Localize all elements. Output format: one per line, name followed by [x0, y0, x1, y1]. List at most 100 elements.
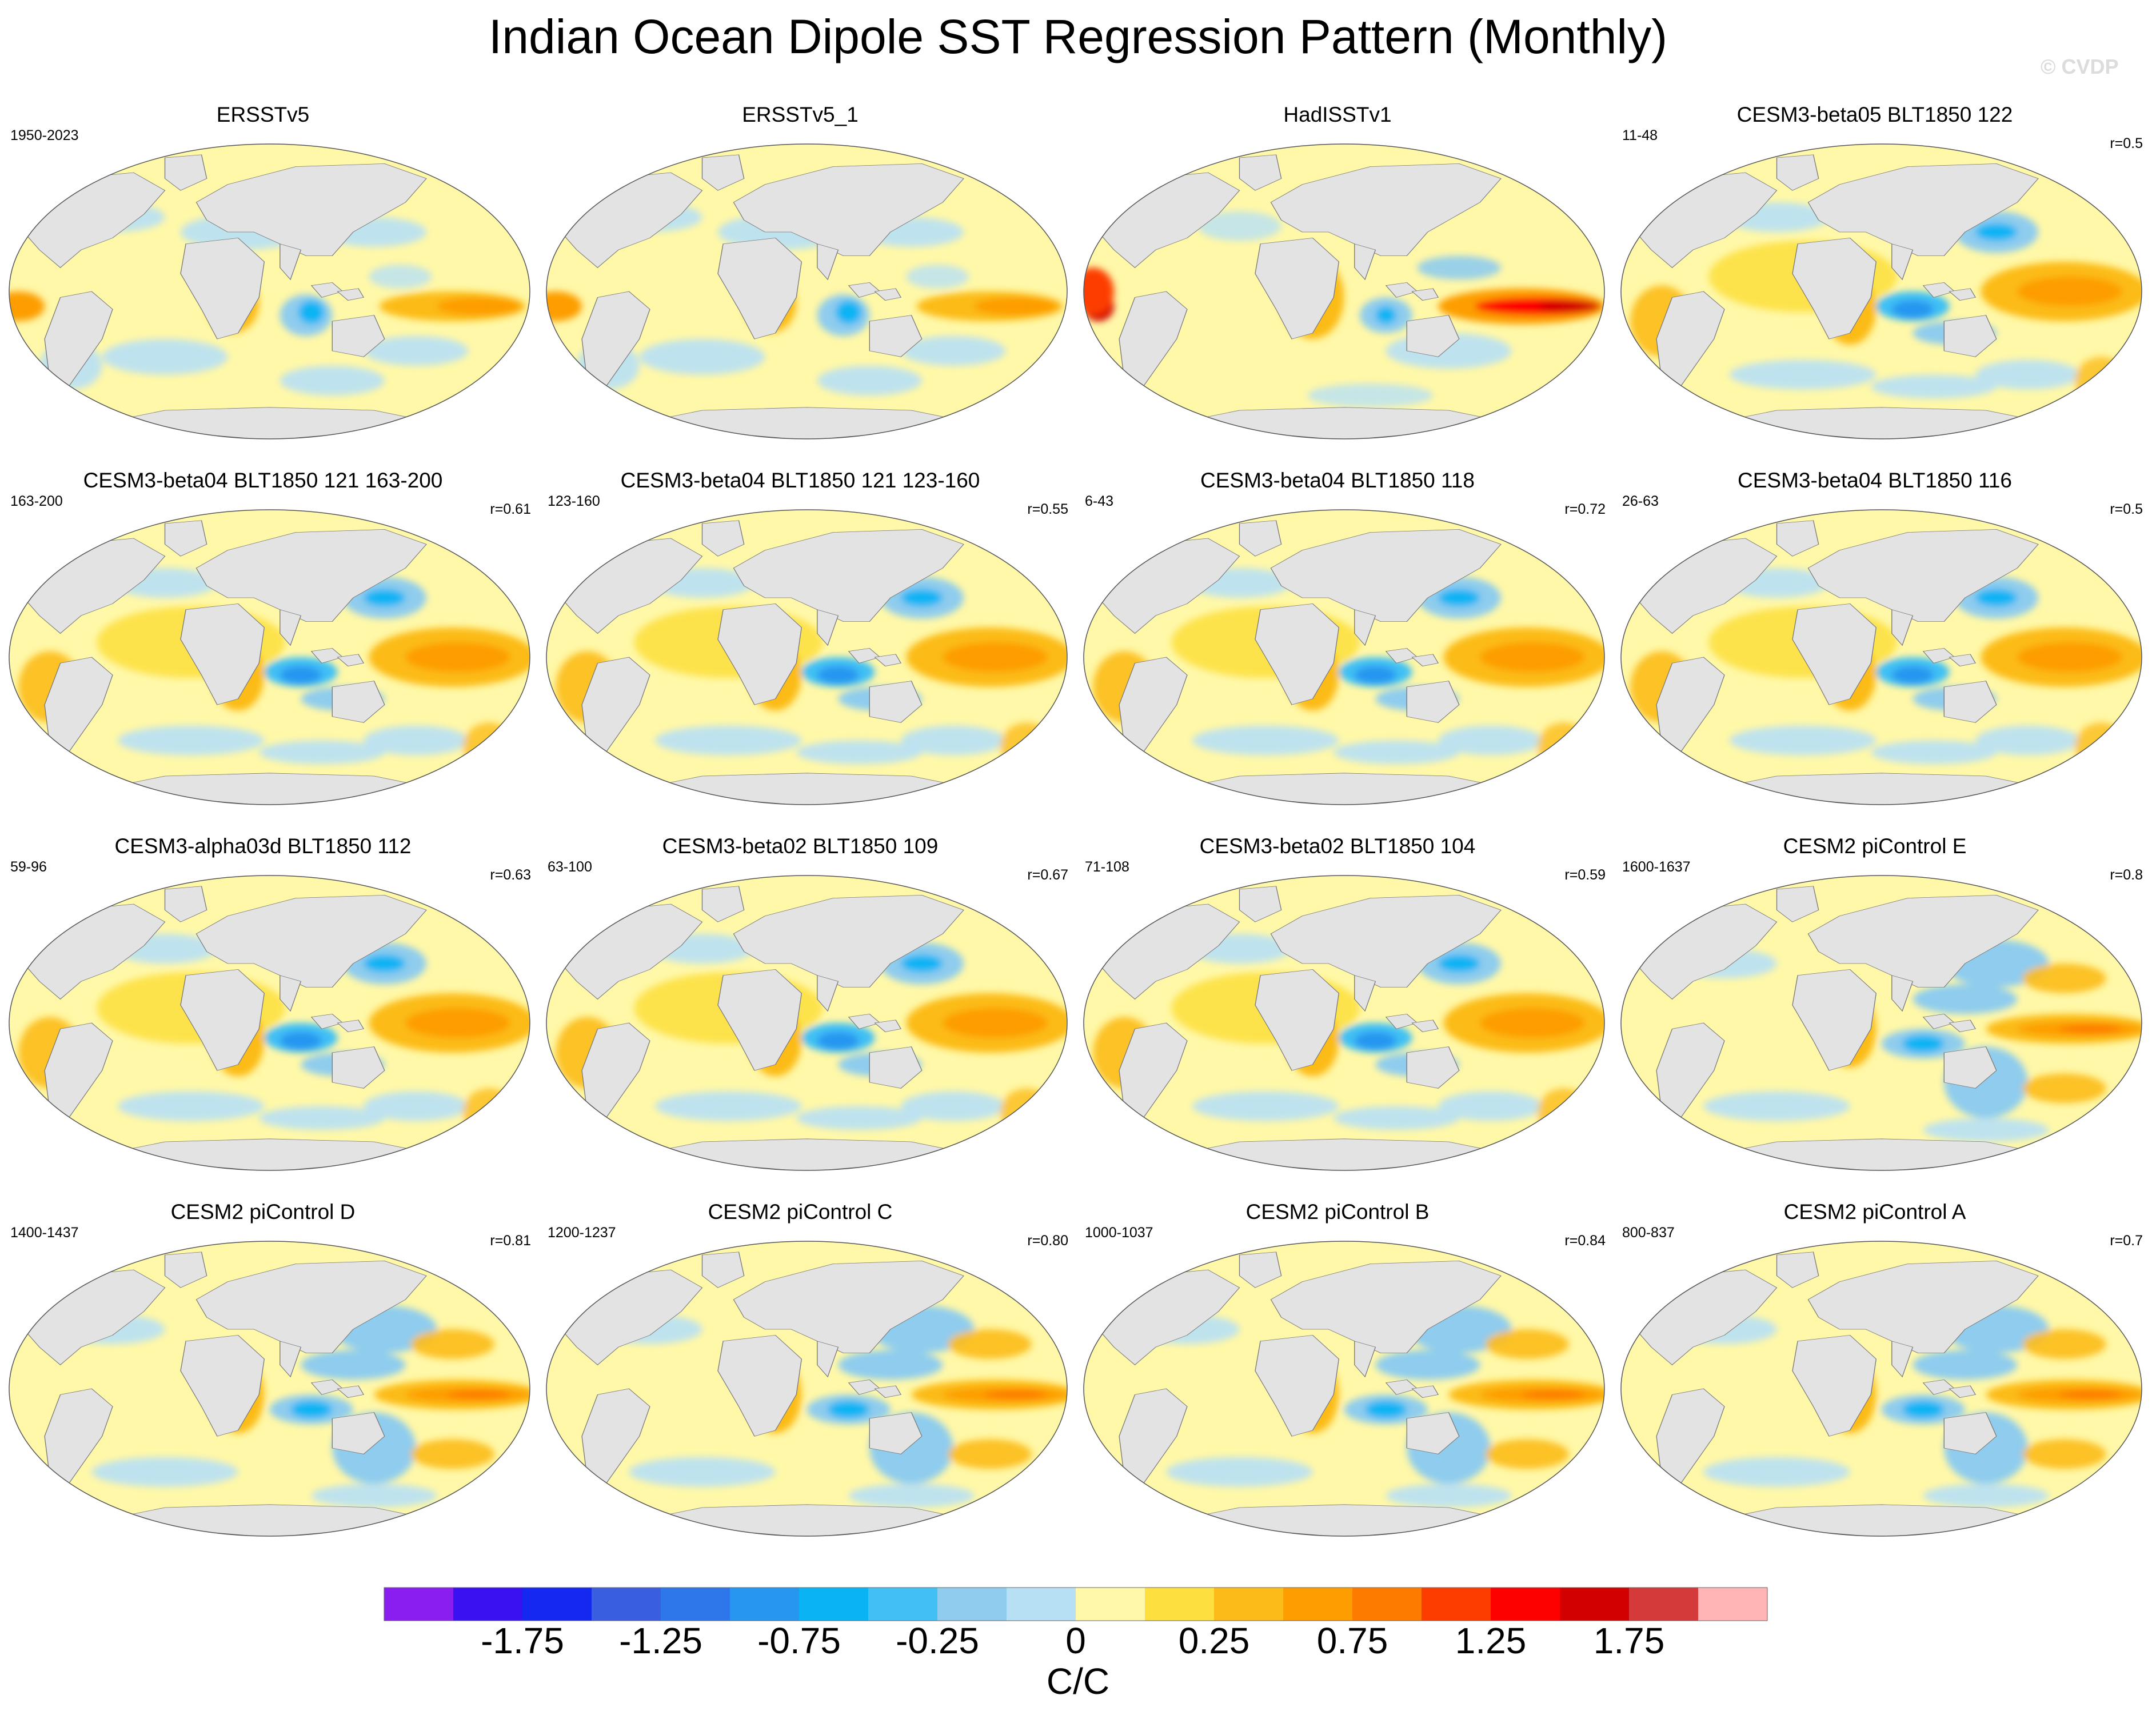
land-mass — [164, 1252, 207, 1288]
map-outline — [546, 509, 1068, 805]
map-outline — [546, 1241, 1068, 1537]
sst-anomaly-region — [1000, 722, 1053, 770]
land-mass — [1656, 1388, 1725, 1497]
sst-regression-map — [9, 143, 530, 439]
land-mass — [1891, 243, 1914, 281]
sst-anomaly-region — [1923, 1118, 2049, 1142]
map-outline — [1083, 143, 1605, 439]
land-mass — [717, 237, 802, 339]
land-mass — [195, 895, 427, 988]
map-outline — [546, 875, 1068, 1171]
panel-period: 1600-1637 — [1622, 859, 1691, 875]
colorbar-swatch — [1698, 1588, 1768, 1621]
sst-anomaly-region — [796, 1106, 922, 1130]
land-mass — [1656, 1022, 1725, 1131]
sst-anomaly-region — [546, 291, 582, 321]
sst-anomaly-region — [948, 1329, 1032, 1359]
sst-anomaly-region — [259, 740, 385, 765]
sst-regression-map — [9, 1241, 530, 1537]
land-mass — [164, 154, 207, 191]
sst-anomaly-region — [2017, 642, 2122, 672]
map-outline — [1620, 509, 2142, 805]
panel-period: 63-100 — [548, 859, 592, 875]
sst-anomaly-region — [298, 300, 325, 325]
land-mass — [1119, 1022, 1188, 1131]
land-mass — [1270, 163, 1502, 256]
colorbar-swatch — [937, 1588, 1007, 1621]
land-mass — [1255, 969, 1340, 1071]
land-mass — [1949, 288, 1977, 301]
panel-title: CESM2 piControl A — [1783, 1200, 1966, 1224]
colorbar-tick-label: 1.75 — [1593, 1620, 1665, 1661]
sst-anomaly-region — [1438, 589, 1480, 607]
land-mass — [280, 975, 302, 1012]
land-mass — [1807, 529, 2039, 622]
sst-anomaly-region — [118, 1091, 265, 1121]
sst-anomaly-region — [974, 297, 1058, 315]
sst-anomaly-region — [901, 954, 943, 973]
land-mass — [733, 1261, 964, 1353]
colorbar-swatch — [453, 1588, 523, 1621]
colorbar-swatch — [1007, 1588, 1076, 1621]
figure-title: Indian Ocean Dipole SST Regression Patte… — [488, 10, 1668, 63]
panel-period: 59-96 — [10, 859, 47, 875]
panel-title: ERSSTv5_1 — [742, 103, 859, 126]
colorbar-units: C/C — [1046, 1661, 1110, 1702]
land-mass — [332, 1046, 385, 1089]
sst-anomaly-region — [1730, 725, 1876, 755]
land-mass — [1656, 291, 1725, 399]
land-mass — [44, 1022, 113, 1131]
land-mass — [581, 657, 650, 765]
land-mass — [1354, 1341, 1376, 1378]
land-mass — [1776, 154, 1819, 191]
sst-anomaly-region — [102, 339, 228, 375]
land-mass — [180, 969, 265, 1071]
sst-anomaly-region — [817, 1032, 859, 1050]
sst-anomaly-region — [901, 725, 1006, 755]
sst-anomaly-region — [848, 1484, 975, 1508]
sst-anomaly-region — [2059, 1024, 2122, 1034]
land-mass — [1270, 529, 1502, 622]
land-mass — [337, 288, 365, 301]
map-outline — [1083, 875, 1605, 1171]
sst-anomaly-region — [1975, 223, 2018, 241]
land-mass — [701, 886, 745, 922]
panel-title: CESM3-beta04 BLT1850 121 163-200 — [83, 469, 443, 492]
sst-anomaly-region — [405, 1008, 510, 1038]
sst-anomaly-region — [1375, 1350, 1480, 1380]
sst-regression-map — [546, 875, 1068, 1171]
land-mass — [1255, 603, 1340, 705]
panel-title: CESM2 piControl C — [708, 1200, 893, 1224]
sst-regression-map — [1620, 875, 2142, 1171]
sst-anomaly-region — [9, 291, 45, 321]
colorbar-swatch — [661, 1588, 730, 1621]
panel-pattern-correlation: r=0.59 — [1564, 867, 1606, 883]
map-panel: CESM3-beta05 BLT1850 122 11-48 r=0.5 — [1612, 102, 2151, 473]
land-mass — [1891, 1341, 1914, 1378]
panel-period: 71-108 — [1085, 859, 1129, 875]
land-mass — [874, 1385, 902, 1398]
land-mass — [180, 237, 265, 339]
panel-period: 800-837 — [1622, 1225, 1675, 1241]
panel-title: CESM2 piControl E — [1783, 834, 1967, 858]
land-mass — [1239, 520, 1282, 557]
sst-anomaly-region — [2017, 277, 2122, 306]
land-mass — [1119, 1388, 1188, 1497]
panel-title: CESM3-alpha03d BLT1850 112 — [114, 834, 412, 858]
land-mass — [1891, 609, 1914, 646]
colorbar-tick-label: 0.25 — [1178, 1620, 1250, 1661]
land-mass — [717, 603, 802, 705]
colorbar-swatch — [522, 1588, 592, 1621]
sst-anomaly-region — [1375, 306, 1396, 325]
sst-anomaly-region — [1538, 1088, 1590, 1136]
map-panel: CESM3-beta02 BLT1850 104 71-108 r=0.59 — [1075, 833, 1614, 1205]
map-panel: HadISSTv1 — [1075, 102, 1614, 473]
land-mass — [1406, 1412, 1460, 1454]
panel-title: CESM3-beta02 BLT1850 104 — [1199, 834, 1476, 858]
sst-anomaly-region — [1438, 954, 1480, 973]
land-mass — [1411, 1020, 1439, 1033]
map-outline — [9, 509, 530, 805]
sst-anomaly-region — [1480, 642, 1585, 672]
land-mass — [1354, 243, 1376, 281]
sst-regression-map — [1083, 875, 1605, 1171]
